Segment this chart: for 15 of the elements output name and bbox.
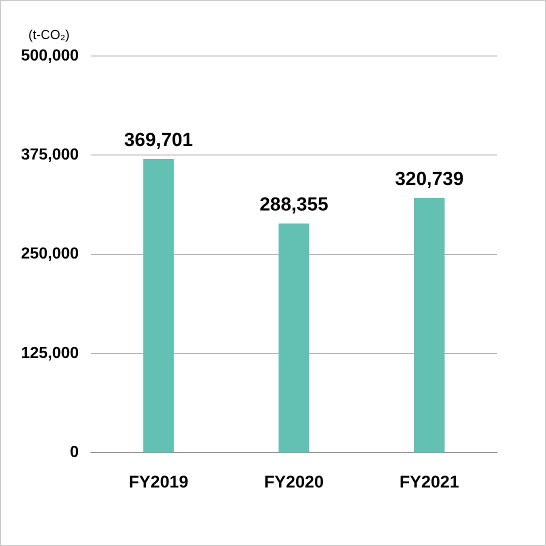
- bar: [414, 198, 445, 452]
- data-label: 369,701: [124, 130, 194, 152]
- bar: [143, 159, 174, 452]
- x-tick-label: FY2019: [128, 472, 188, 492]
- y-tick-label: 0: [70, 444, 79, 462]
- bar: [278, 224, 310, 452]
- x-tick-label: FY2020: [264, 472, 324, 492]
- y-tick-label: 125,000: [20, 344, 79, 362]
- y-tick-label: 500,000: [20, 47, 79, 64]
- data-label: 288,355: [260, 194, 329, 216]
- x-tick-label: FY2021: [400, 472, 460, 492]
- y-tick-label: 250,000: [20, 246, 79, 263]
- y-axis-title: (t-CO₂): [28, 27, 70, 42]
- data-label: 320,739: [394, 168, 464, 190]
- y-tick-label: 375,000: [20, 146, 79, 164]
